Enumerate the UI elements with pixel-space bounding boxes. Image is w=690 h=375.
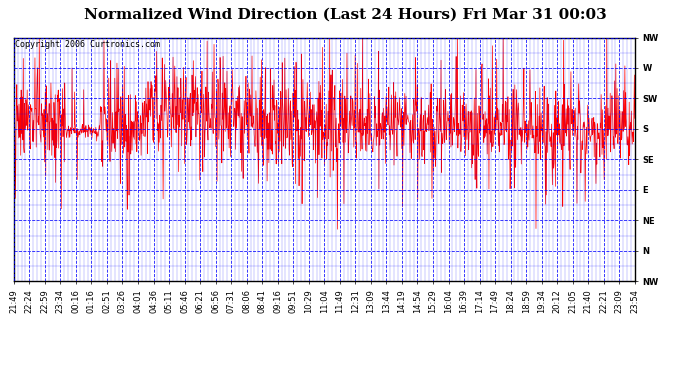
Text: Normalized Wind Direction (Last 24 Hours) Fri Mar 31 00:03: Normalized Wind Direction (Last 24 Hours… [83,8,607,21]
Text: Copyright 2006 Curtronics.com: Copyright 2006 Curtronics.com [15,40,160,49]
